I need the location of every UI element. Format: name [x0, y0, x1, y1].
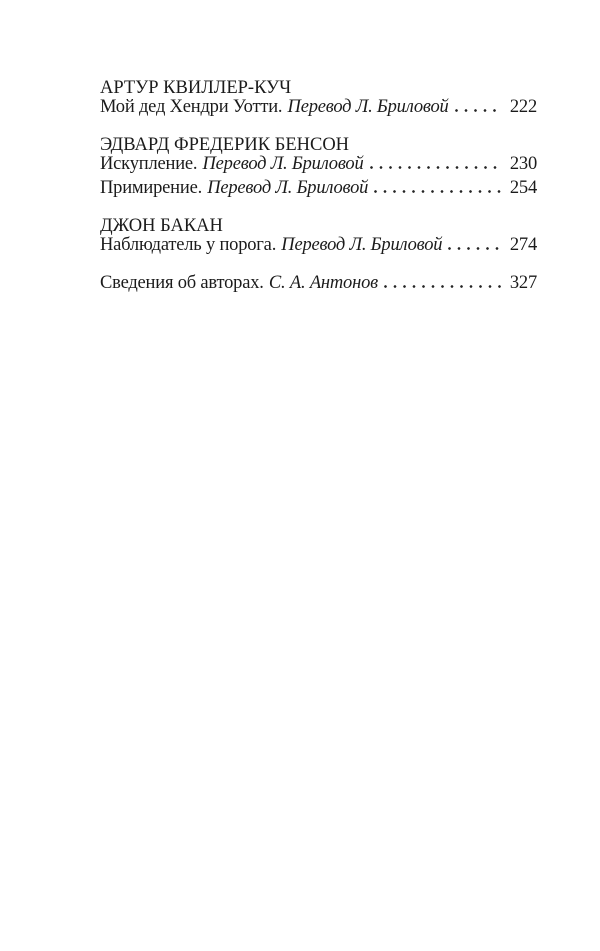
toc-entry: Искупление. Перевод Л. Бриловой 230 [100, 152, 537, 176]
dot-leader [369, 166, 502, 169]
entry-title: Сведения об авторах. [100, 273, 264, 293]
entry-byline: С. А. Антонов [268, 273, 378, 293]
entry-title: Мой дед Хендри Уотти. [100, 97, 283, 117]
author-heading: ДЖОН БАКАН [100, 216, 223, 236]
dot-leader [454, 109, 502, 112]
entry-page-number: 254 [509, 178, 537, 198]
entry-page-number: 327 [509, 273, 537, 293]
table-of-contents: АРТУР КВИЛЛЕР-КУЧ Мой дед Хендри Уотти. … [100, 76, 537, 295]
entry-page-number: 274 [509, 235, 537, 255]
entry-page-number: 230 [509, 154, 537, 174]
toc-section: ЭДВАРД ФРЕДЕРИК БЕНСОН Искупление. Перев… [100, 133, 537, 200]
entry-translator: Перевод Л. Бриловой [287, 97, 449, 117]
entry-title: Наблюдатель у порога. [100, 235, 277, 255]
entry-translator: Перевод Л. Бриловой [207, 178, 369, 198]
author-heading: ЭДВАРД ФРЕДЕРИК БЕНСОН [100, 135, 350, 155]
authors-info-entry: Сведения об авторах. С. А. Антонов 327 [100, 271, 537, 295]
toc-entry: Наблюдатель у порога. Перевод Л. Брилово… [100, 233, 537, 257]
dot-leader [374, 190, 502, 193]
toc-section: АРТУР КВИЛЛЕР-КУЧ Мой дед Хендри Уотти. … [100, 76, 537, 119]
entry-title: Примирение. [100, 178, 203, 198]
toc-section: ДЖОН БАКАН Наблюдатель у порога. Перевод… [100, 214, 537, 257]
entry-translator: Перевод Л. Бриловой [281, 235, 443, 255]
dot-leader [448, 247, 502, 250]
toc-entry: Мой дед Хендри Уотти. Перевод Л. Брилово… [100, 95, 537, 119]
entry-page-number: 222 [509, 97, 537, 117]
dot-leader [383, 285, 502, 288]
toc-entry: Примирение. Перевод Л. Бриловой 254 [100, 176, 537, 200]
entry-translator: Перевод Л. Бриловой [202, 154, 364, 174]
author-heading: АРТУР КВИЛЛЕР-КУЧ [100, 78, 292, 98]
entry-title: Искупление. [100, 154, 198, 174]
